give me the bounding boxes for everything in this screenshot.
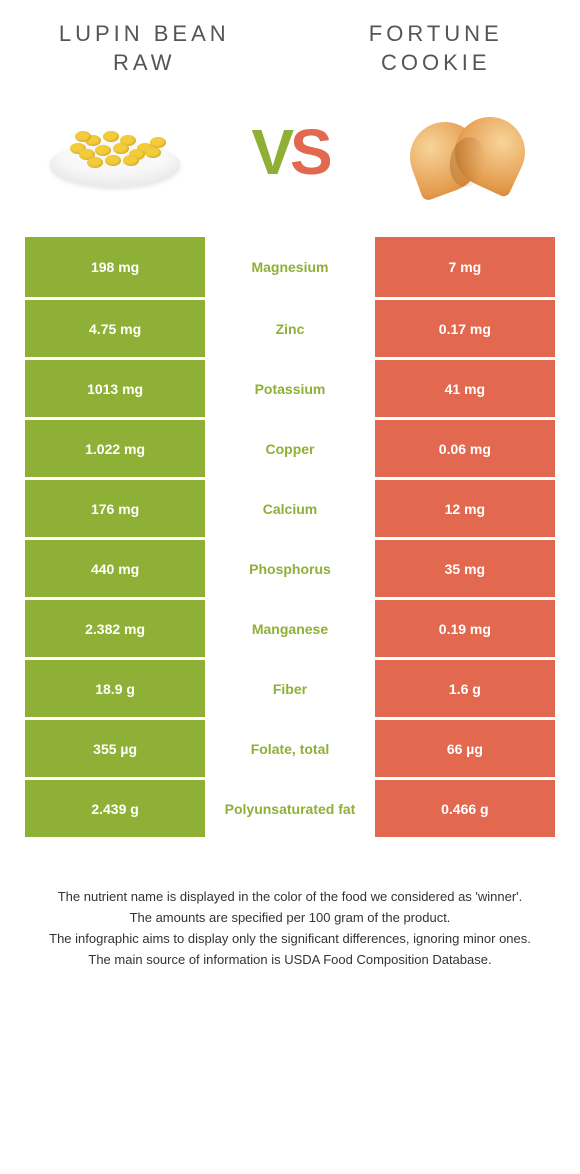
images-row: VS <box>25 97 555 207</box>
nutrient-label: Magnesium <box>205 237 375 297</box>
table-row: 18.9 gFiber1.6 g <box>25 657 555 717</box>
right-value: 66 µg <box>375 720 555 777</box>
vs-label: VS <box>251 115 328 189</box>
right-value: 41 mg <box>375 360 555 417</box>
right-food-image <box>385 97 545 207</box>
right-value: 12 mg <box>375 480 555 537</box>
nutrient-label: Calcium <box>205 480 375 537</box>
nutrient-label: Copper <box>205 420 375 477</box>
nutrient-label: Manganese <box>205 600 375 657</box>
vs-v: V <box>251 115 290 189</box>
left-value: 1.022 mg <box>25 420 205 477</box>
left-value: 18.9 g <box>25 660 205 717</box>
table-row: 4.75 mgZinc0.17 mg <box>25 297 555 357</box>
footer-line: The amounts are specified per 100 gram o… <box>35 908 545 929</box>
right-food-title: FORTUNECOOKIE <box>317 20 556 77</box>
left-value: 355 µg <box>25 720 205 777</box>
nutrient-label: Phosphorus <box>205 540 375 597</box>
left-value: 440 mg <box>25 540 205 597</box>
right-value: 0.466 g <box>375 780 555 837</box>
right-value: 0.19 mg <box>375 600 555 657</box>
right-value: 1.6 g <box>375 660 555 717</box>
footer-notes: The nutrient name is displayed in the co… <box>25 887 555 970</box>
left-value: 176 mg <box>25 480 205 537</box>
right-value: 35 mg <box>375 540 555 597</box>
table-row: 440 mgPhosphorus35 mg <box>25 537 555 597</box>
right-value: 0.06 mg <box>375 420 555 477</box>
fortune-cookie-icon <box>395 102 535 202</box>
left-value: 198 mg <box>25 237 205 297</box>
table-row: 1013 mgPotassium41 mg <box>25 357 555 417</box>
nutrient-label: Fiber <box>205 660 375 717</box>
left-value: 4.75 mg <box>25 300 205 357</box>
footer-line: The infographic aims to display only the… <box>35 929 545 950</box>
table-row: 2.439 gPolyunsaturated fat0.466 g <box>25 777 555 837</box>
nutrient-label: Polyunsaturated fat <box>205 780 375 837</box>
table-row: 176 mgCalcium12 mg <box>25 477 555 537</box>
table-row: 1.022 mgCopper0.06 mg <box>25 417 555 477</box>
nutrient-table: 198 mgMagnesium7 mg4.75 mgZinc0.17 mg101… <box>25 237 555 837</box>
left-value: 1013 mg <box>25 360 205 417</box>
left-food-image <box>35 97 195 207</box>
table-row: 355 µgFolate, total66 µg <box>25 717 555 777</box>
left-food-title: LUPIN BEANRAW <box>25 20 264 77</box>
header-row: LUPIN BEANRAW FORTUNECOOKIE <box>25 20 555 77</box>
footer-line: The nutrient name is displayed in the co… <box>35 887 545 908</box>
right-value: 0.17 mg <box>375 300 555 357</box>
nutrient-label: Potassium <box>205 360 375 417</box>
nutrient-label: Folate, total <box>205 720 375 777</box>
right-value: 7 mg <box>375 237 555 297</box>
left-value: 2.439 g <box>25 780 205 837</box>
table-row: 2.382 mgManganese0.19 mg <box>25 597 555 657</box>
footer-line: The main source of information is USDA F… <box>35 950 545 971</box>
left-value: 2.382 mg <box>25 600 205 657</box>
nutrient-label: Zinc <box>205 300 375 357</box>
lupin-bowl-icon <box>40 117 190 187</box>
table-row: 198 mgMagnesium7 mg <box>25 237 555 297</box>
vs-s: S <box>290 115 329 189</box>
